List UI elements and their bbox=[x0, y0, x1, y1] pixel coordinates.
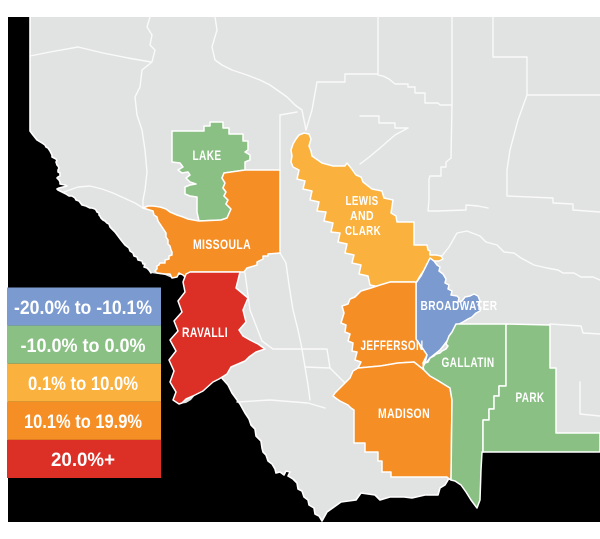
svg-text:LAKE: LAKE bbox=[193, 147, 222, 163]
svg-text:-20.0% to -10.1%: -20.0% to -10.1% bbox=[14, 297, 152, 319]
svg-text:JEFFERSON: JEFFERSON bbox=[361, 337, 424, 353]
svg-text:MADISON: MADISON bbox=[378, 405, 430, 421]
svg-text:GALLATIN: GALLATIN bbox=[442, 354, 495, 370]
svg-text:BROADWATER: BROADWATER bbox=[421, 298, 498, 313]
svg-text:0.1% to 10.0%: 0.1% to 10.0% bbox=[28, 373, 138, 395]
svg-text:PARK: PARK bbox=[516, 390, 545, 405]
svg-text:CLARK: CLARK bbox=[345, 223, 381, 238]
svg-text:AND: AND bbox=[350, 208, 374, 223]
svg-text:-10.0% to 0.0%: -10.0% to 0.0% bbox=[21, 335, 146, 357]
svg-text:20.0%+: 20.0%+ bbox=[51, 449, 115, 471]
svg-text:10.1% to 19.9%: 10.1% to 19.9% bbox=[24, 411, 142, 433]
svg-text:MISSOULA: MISSOULA bbox=[193, 236, 251, 252]
svg-text:LEWIS: LEWIS bbox=[346, 193, 379, 208]
svg-text:RAVALLI: RAVALLI bbox=[182, 324, 228, 340]
